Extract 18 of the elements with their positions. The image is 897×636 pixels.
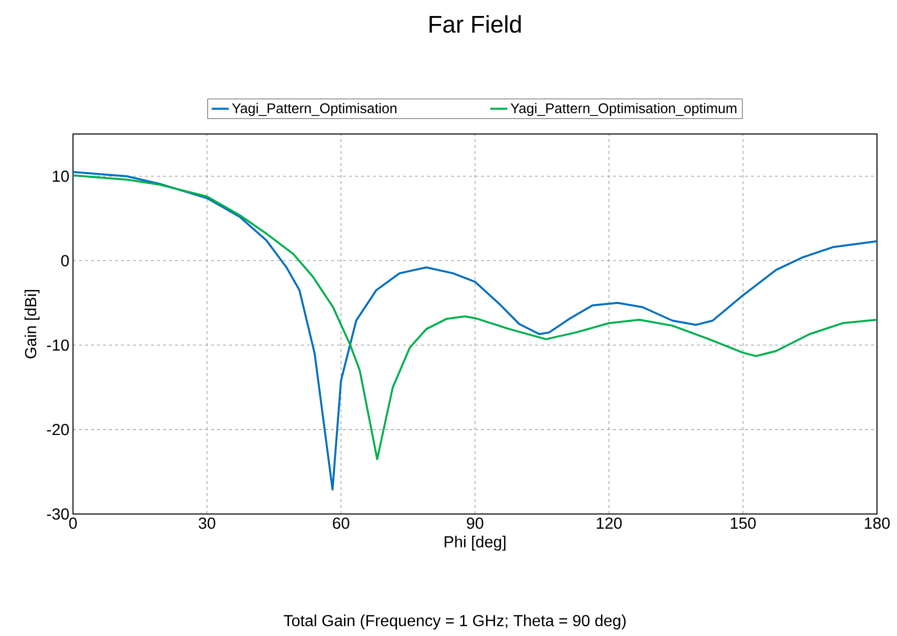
y-tick-label: -20 <box>47 424 69 436</box>
x-tick-label: 0 <box>69 518 77 529</box>
y-tick-label: 0 <box>61 255 69 266</box>
x-tick-label: 60 <box>332 518 350 529</box>
text: Total Gain (Frequency = 1 GHz; Theta = 90 deg) <box>284 614 626 630</box>
chart-title: Far Field <box>430 15 521 33</box>
x-tick-label: 30 <box>198 518 216 529</box>
y-tick-label: -10 <box>47 339 69 351</box>
y-tick-label: -30 <box>47 508 69 520</box>
x-tick-label: 150 <box>730 518 756 529</box>
y-axis-title: Gain [dBi] <box>24 290 40 358</box>
x-axis-title: Phi [deg] <box>444 536 506 551</box>
x-tick-label: 90 <box>466 518 484 529</box>
legend-label: Yagi_Pattern_Optimisation_optimum <box>510 102 736 116</box>
x-tick-label: 180 <box>864 518 890 529</box>
legend-label: Yagi_Pattern_Optimisation <box>232 102 396 116</box>
x-tick-label: 120 <box>596 518 622 529</box>
y-tick-label: 10 <box>52 170 69 182</box>
